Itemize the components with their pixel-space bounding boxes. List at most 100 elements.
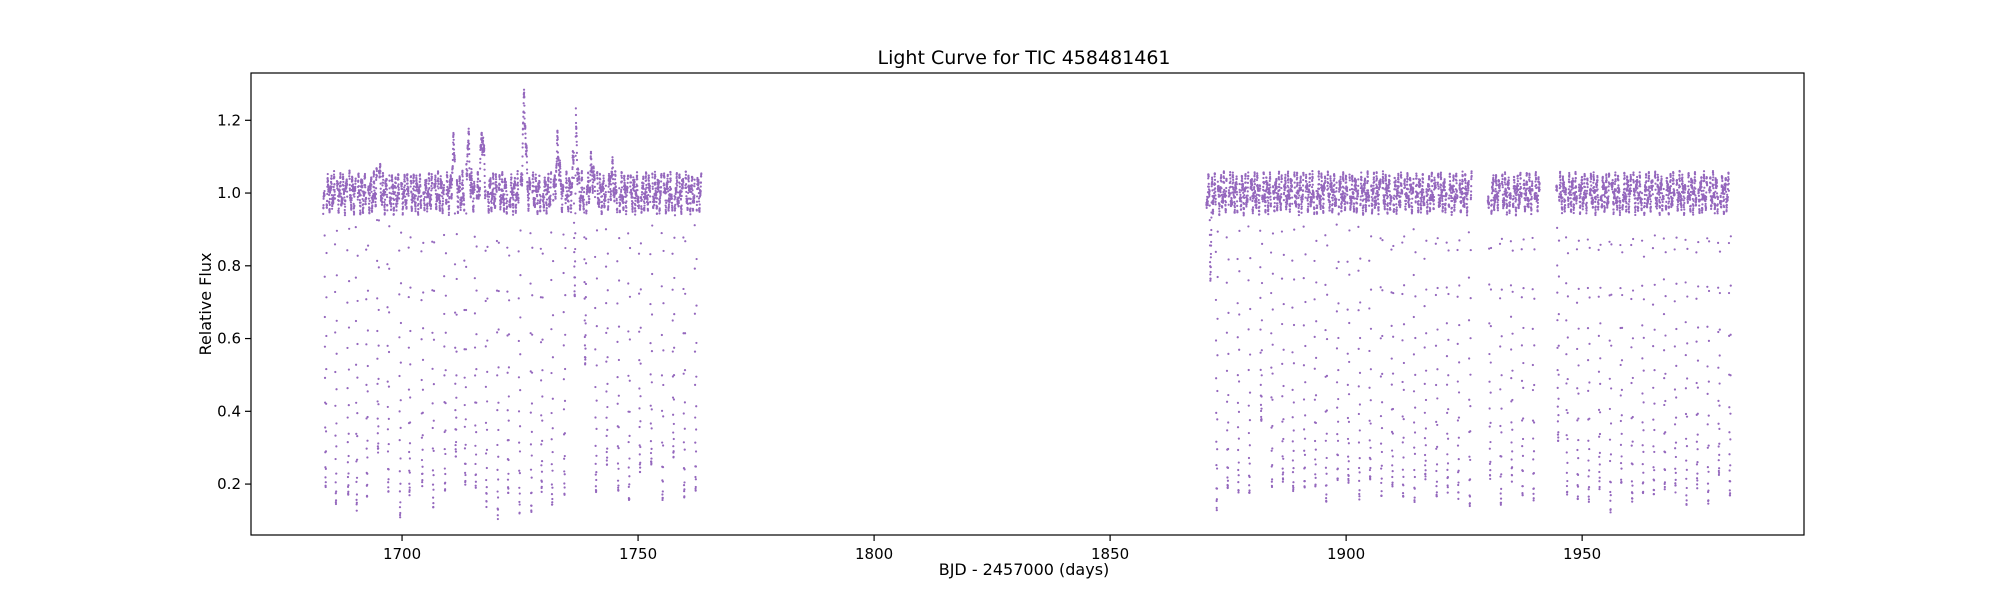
data-point — [385, 184, 388, 187]
data-point — [658, 207, 661, 210]
data-point — [666, 173, 669, 176]
data-point — [666, 181, 670, 184]
data-point — [423, 191, 427, 194]
data-point — [1264, 196, 1267, 199]
data-point — [532, 181, 535, 184]
data-point — [361, 186, 364, 189]
data-point — [636, 184, 639, 188]
data-point — [574, 212, 577, 215]
data-point — [660, 231, 663, 235]
data-point — [582, 191, 586, 194]
data-point — [1258, 205, 1261, 208]
data-point — [530, 371, 534, 374]
data-point — [619, 203, 622, 206]
data-point — [689, 207, 692, 210]
data-point — [571, 181, 574, 185]
data-point — [554, 184, 557, 188]
data-point — [592, 170, 595, 173]
data-point — [1288, 205, 1292, 208]
data-point — [407, 388, 411, 391]
data-point — [399, 399, 402, 402]
data-point — [330, 177, 333, 180]
data-point — [626, 181, 629, 184]
data-point — [534, 179, 538, 183]
data-point — [530, 402, 534, 405]
data-point — [324, 485, 327, 489]
data-point — [399, 516, 402, 519]
data-point — [324, 481, 327, 484]
data-point — [649, 440, 653, 443]
data-point — [345, 183, 349, 186]
data-point — [345, 180, 348, 183]
data-point — [694, 465, 698, 468]
data-point — [671, 319, 674, 322]
data-point — [419, 204, 423, 207]
data-point — [1272, 186, 1275, 189]
data-point — [511, 196, 514, 199]
data-point — [1247, 279, 1250, 282]
data-point — [484, 249, 487, 252]
data-point — [585, 201, 588, 204]
data-point — [386, 380, 389, 383]
data-point — [681, 183, 684, 186]
data-point — [463, 447, 467, 450]
data-point — [1250, 178, 1254, 181]
data-point — [409, 185, 412, 188]
data-point — [380, 203, 384, 206]
data-point — [506, 246, 509, 249]
data-point — [516, 173, 519, 176]
data-point — [596, 177, 599, 180]
data-point — [536, 212, 539, 216]
data-point — [609, 178, 612, 181]
data-point — [483, 147, 486, 150]
data-point — [381, 174, 385, 177]
data-point — [474, 374, 477, 377]
data-point — [428, 177, 431, 180]
data-point — [669, 171, 672, 174]
data-point — [464, 418, 467, 421]
data-point — [444, 294, 447, 297]
data-point — [639, 362, 642, 365]
data-point — [386, 405, 389, 409]
data-point — [585, 212, 588, 215]
data-point — [450, 177, 454, 180]
data-point — [636, 177, 639, 181]
data-point — [368, 192, 371, 195]
data-point — [640, 205, 643, 208]
data-point — [381, 184, 384, 187]
data-point — [522, 115, 525, 118]
data-point — [1211, 189, 1214, 192]
data-point — [639, 288, 642, 291]
data-point — [1297, 206, 1300, 210]
data-point — [507, 487, 510, 490]
data-point — [605, 390, 608, 393]
data-point — [1277, 176, 1280, 179]
data-point — [695, 257, 698, 261]
data-point — [1271, 463, 1274, 467]
data-point — [499, 205, 502, 208]
data-point — [671, 206, 674, 209]
data-point — [509, 184, 512, 187]
data-point — [583, 187, 586, 190]
data-point — [693, 350, 697, 353]
data-point — [398, 336, 401, 339]
data-point — [639, 420, 642, 423]
data-point — [1235, 181, 1238, 184]
data-point — [546, 192, 549, 195]
data-point — [1255, 203, 1258, 206]
data-point — [332, 173, 336, 176]
data-point — [571, 167, 574, 171]
data-point — [458, 176, 461, 179]
data-point — [1236, 401, 1240, 404]
data-point — [460, 202, 463, 205]
data-point — [561, 203, 564, 206]
data-point — [558, 163, 562, 166]
data-point — [492, 192, 495, 195]
data-point — [480, 131, 483, 134]
data-point — [517, 339, 520, 343]
data-point — [607, 205, 610, 208]
data-point — [554, 197, 557, 200]
data-point — [459, 206, 462, 209]
data-point — [644, 193, 647, 196]
data-point — [363, 176, 367, 179]
